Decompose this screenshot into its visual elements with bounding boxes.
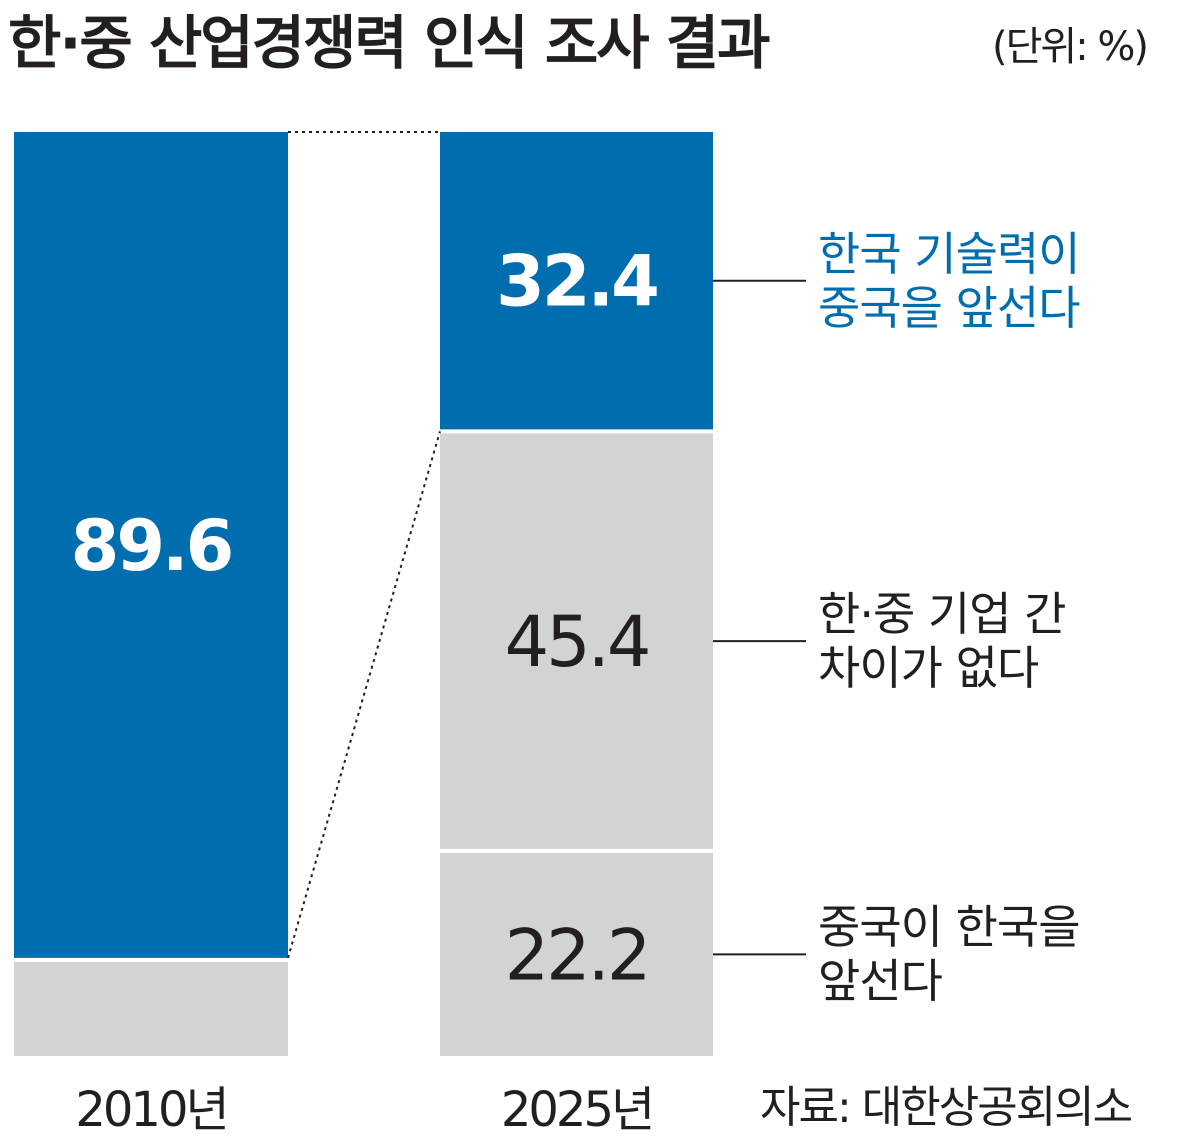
bar-2010-other	[14, 961, 288, 1056]
chart-title: 한·중 산업경쟁력 인식 조사 결과	[8, 9, 770, 77]
category-label-1: 2025년	[501, 1082, 652, 1138]
bar-2025-china-ahead	[440, 852, 713, 1056]
bar-2010-korea-ahead-label: 89.6	[71, 505, 232, 587]
legend-china-ahead: 중국이 한국을 앞선다	[818, 900, 1081, 1009]
bar-2025-korea-ahead	[440, 132, 713, 430]
legend-korea-ahead: 한국 기술력이 중국을 앞선다	[818, 226, 1081, 335]
bar-2025-china-ahead-label: 22.2	[505, 914, 649, 996]
bar-2025-korea-ahead-label: 32.4	[496, 241, 657, 323]
bar-2025-no-difference	[440, 433, 713, 849]
unit-label: (단위: %)	[992, 24, 1149, 70]
bar-2025-no-difference-label: 45.4	[505, 601, 649, 683]
bar-2010-korea-ahead	[14, 132, 288, 958]
category-label-0: 2010년	[75, 1082, 226, 1138]
legend-no-difference: 한·중 기업 간 차이가 없다	[818, 587, 1066, 696]
connector-bottom	[287, 431, 441, 959]
source-note: 자료: 대한상공회의소	[760, 1082, 1133, 1133]
